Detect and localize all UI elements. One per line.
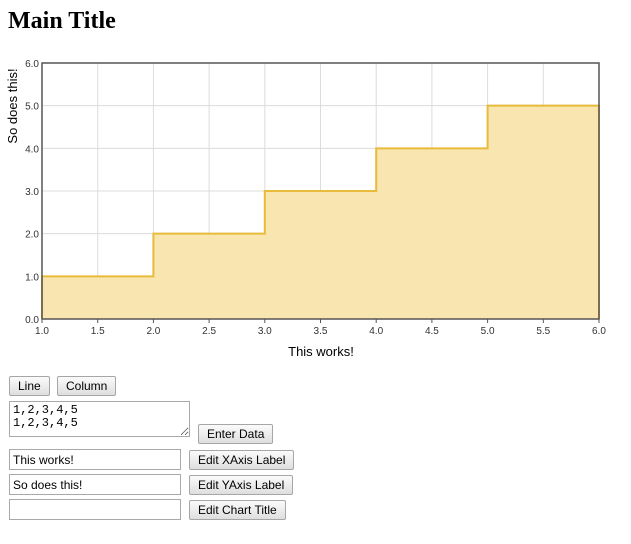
y-tick-label: 2.0 <box>25 230 39 241</box>
edit-yaxis-label-button[interactable]: Edit YAxis Label <box>189 475 294 495</box>
x-tick-label: 1.5 <box>91 326 105 337</box>
edit-chart-title-button[interactable]: Edit Chart Title <box>189 500 286 520</box>
x-tick-label: 3.5 <box>314 326 328 337</box>
column-button[interactable]: Column <box>57 376 117 396</box>
xaxis-label-input[interactable] <box>9 449 181 470</box>
area-step <box>376 148 488 319</box>
x-tick-label: 4.5 <box>425 326 439 337</box>
edit-xaxis-label-button[interactable]: Edit XAxis Label <box>189 450 295 470</box>
x-tick-label: 2.0 <box>146 326 160 337</box>
y-tick-label: 1.0 <box>25 272 39 283</box>
x-tick-label: 1.0 <box>35 326 49 337</box>
yaxis-label-input[interactable] <box>9 474 181 495</box>
x-tick-label: 5.0 <box>481 326 495 337</box>
area-step <box>487 105 599 320</box>
area-step <box>153 233 265 319</box>
x-tick-label: 6.0 <box>592 326 606 337</box>
x-tick-label: 5.5 <box>536 326 550 337</box>
y-axis-label: So does this! <box>5 68 20 143</box>
page-title: Main Title <box>8 8 116 34</box>
y-tick-label: 4.0 <box>25 144 39 155</box>
x-axis-label: This works! <box>288 344 354 359</box>
x-axis-ticks: 1.0 1.5 2.0 2.5 3.0 3.5 4.0 4.5 5.0 5.5 6.0 <box>35 319 606 337</box>
chart-title-input[interactable] <box>9 499 181 520</box>
enter-data-button[interactable]: Enter Data <box>198 424 274 444</box>
chart: 0.01.02.03.04.05.06.0 1.0 1.5 2.0 2.5 3.0 3.5… <box>5 59 606 359</box>
x-tick-label: 2.5 <box>202 326 216 337</box>
y-tick-label: 5.0 <box>25 102 39 113</box>
y-tick-label: 0.0 <box>25 315 39 326</box>
y-tick-label: 3.0 <box>25 187 39 198</box>
data-input[interactable] <box>9 401 190 437</box>
x-tick-label: 3.0 <box>258 326 272 337</box>
y-tick-label: 6.0 <box>25 59 39 70</box>
line-button[interactable]: Line <box>9 376 50 396</box>
area-step <box>264 191 377 319</box>
x-tick-label: 4.0 <box>369 326 383 337</box>
y-axis-ticks: 0.0 1.0 2.0 3.0 4.0 5.0 6.0 <box>25 59 39 326</box>
series-line <box>41 104 600 319</box>
chart-plot-area <box>41 104 600 320</box>
area-step <box>42 276 154 319</box>
